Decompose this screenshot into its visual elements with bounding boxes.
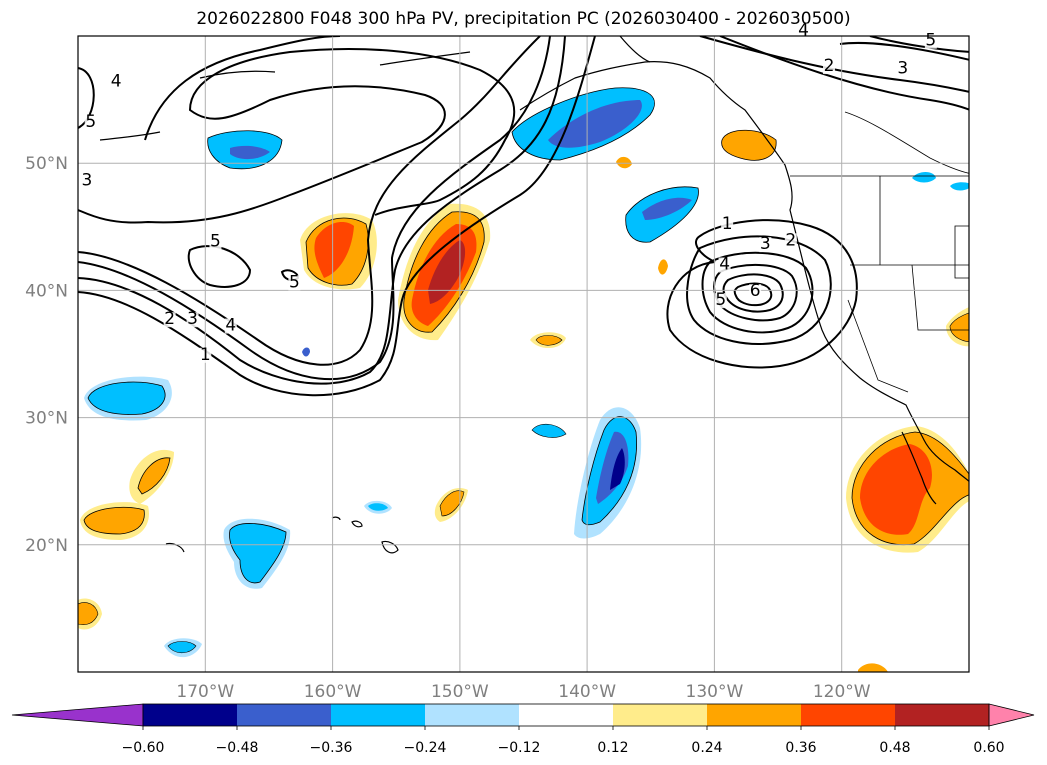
pv-label-bg	[288, 275, 301, 291]
colorbar-segment	[895, 704, 990, 726]
colorbar-tick-label: 0.36	[785, 740, 816, 756]
pv-label-bg	[110, 74, 123, 90]
colorbar-extend-high	[988, 703, 1035, 727]
colorbar: −0.60 −0.48 −0.36 −0.24 −0.12 0.12 0.24 0.36 0.4…	[11, 703, 1035, 756]
pv-label-bg	[80, 173, 93, 189]
lat-label: 40°N	[25, 281, 68, 301]
pv-contour-label: 3	[760, 234, 771, 254]
lat-label: 50°N	[25, 154, 68, 174]
pv-label-bg	[759, 237, 772, 253]
pv-label-bg	[84, 115, 97, 131]
colorbar-segment	[519, 704, 614, 726]
pv-contours	[78, 36, 969, 397]
pv-contour-label: 5	[289, 272, 300, 292]
colorbar-segment	[237, 704, 332, 726]
pv-label-bg	[924, 33, 937, 49]
lon-label: 130°W	[686, 682, 744, 702]
pv-contour-label: 2	[824, 56, 835, 76]
lon-label: 160°W	[304, 682, 362, 702]
colorbar-tick-label: 0.12	[597, 740, 628, 756]
gridlines	[78, 36, 969, 672]
pv-label-bg	[797, 23, 810, 39]
latitude-labels: 50°N 40°N 30°N 20°N	[25, 154, 68, 556]
map-frame	[77, 35, 970, 673]
colorbar-tick-label: 0.24	[691, 740, 722, 756]
pv-contour-label: 4	[798, 20, 809, 40]
colorbar-segment	[331, 704, 426, 726]
colorbar-segment	[613, 704, 708, 726]
pv-contour-label: 3	[81, 171, 92, 191]
colorbar-segment	[801, 704, 896, 726]
colorbar-tick-label: −0.36	[310, 740, 353, 756]
coastlines	[99, 36, 969, 554]
colorbar-tick-label: −0.12	[498, 740, 541, 756]
pv-contour-label: 3	[897, 59, 908, 79]
pv-label-bg	[186, 312, 199, 328]
colorbar-tick-label: −0.60	[122, 740, 165, 756]
lat-label: 30°N	[25, 409, 68, 429]
pv-contour-label: 4	[225, 316, 236, 336]
colorbar-tick-label: −0.24	[404, 740, 447, 756]
pv-label-bg	[209, 234, 222, 250]
pv-contour-label: 3	[187, 309, 198, 329]
colorbar-segment	[425, 704, 520, 726]
pv-contour-label: 2	[785, 230, 796, 250]
lon-label: 170°W	[176, 682, 234, 702]
pv-contour-label: 6	[750, 281, 761, 301]
colorbar-extend-low	[11, 703, 144, 727]
pv-label-bg	[784, 233, 797, 249]
pv-label-bg	[199, 347, 212, 363]
pv-label-bg	[714, 293, 727, 309]
pv-label-bg	[721, 216, 734, 232]
pv-label-bg	[163, 312, 176, 328]
colorbar-segment	[143, 704, 238, 726]
pv-label-bg	[718, 257, 731, 273]
lon-label: 140°W	[558, 682, 616, 702]
colorbar-tick-label: −0.48	[216, 740, 259, 756]
pv-contour-label: 5	[210, 232, 221, 252]
lat-label: 20°N	[25, 536, 68, 556]
map-title: 2026022800 F048 300 hPa PV, precipitatio…	[196, 9, 851, 29]
precip-blob-bc-coast	[721, 129, 777, 161]
colorbar-segment	[707, 704, 802, 726]
pv-label-bg	[224, 318, 237, 334]
colorbar-tick-label: 0.48	[879, 740, 910, 756]
lon-label: 150°W	[431, 682, 489, 702]
pv-contour-label: 5	[715, 290, 726, 310]
pv-label-bg	[822, 59, 835, 75]
precipitation-shading	[78, 87, 969, 672]
pv-contour-label: 5	[925, 31, 936, 51]
pv-contour-label: 4	[111, 71, 122, 91]
colorbar-frame	[142, 703, 990, 727]
pv-contour-label: 2	[164, 309, 175, 329]
longitude-labels: 170°W 160°W 150°W 140°W 130°W 120°W	[176, 682, 870, 702]
pv-label-bg	[749, 284, 762, 300]
pv-contour-label: 1	[722, 214, 733, 234]
pv-label-bg	[896, 61, 909, 77]
pv-contour-label: 5	[85, 112, 96, 132]
lon-label: 120°W	[813, 682, 871, 702]
pv-contour-label: 1	[200, 345, 211, 365]
pv-contour-label: 4	[719, 255, 730, 275]
colorbar-tick-label: 0.60	[973, 740, 1004, 756]
